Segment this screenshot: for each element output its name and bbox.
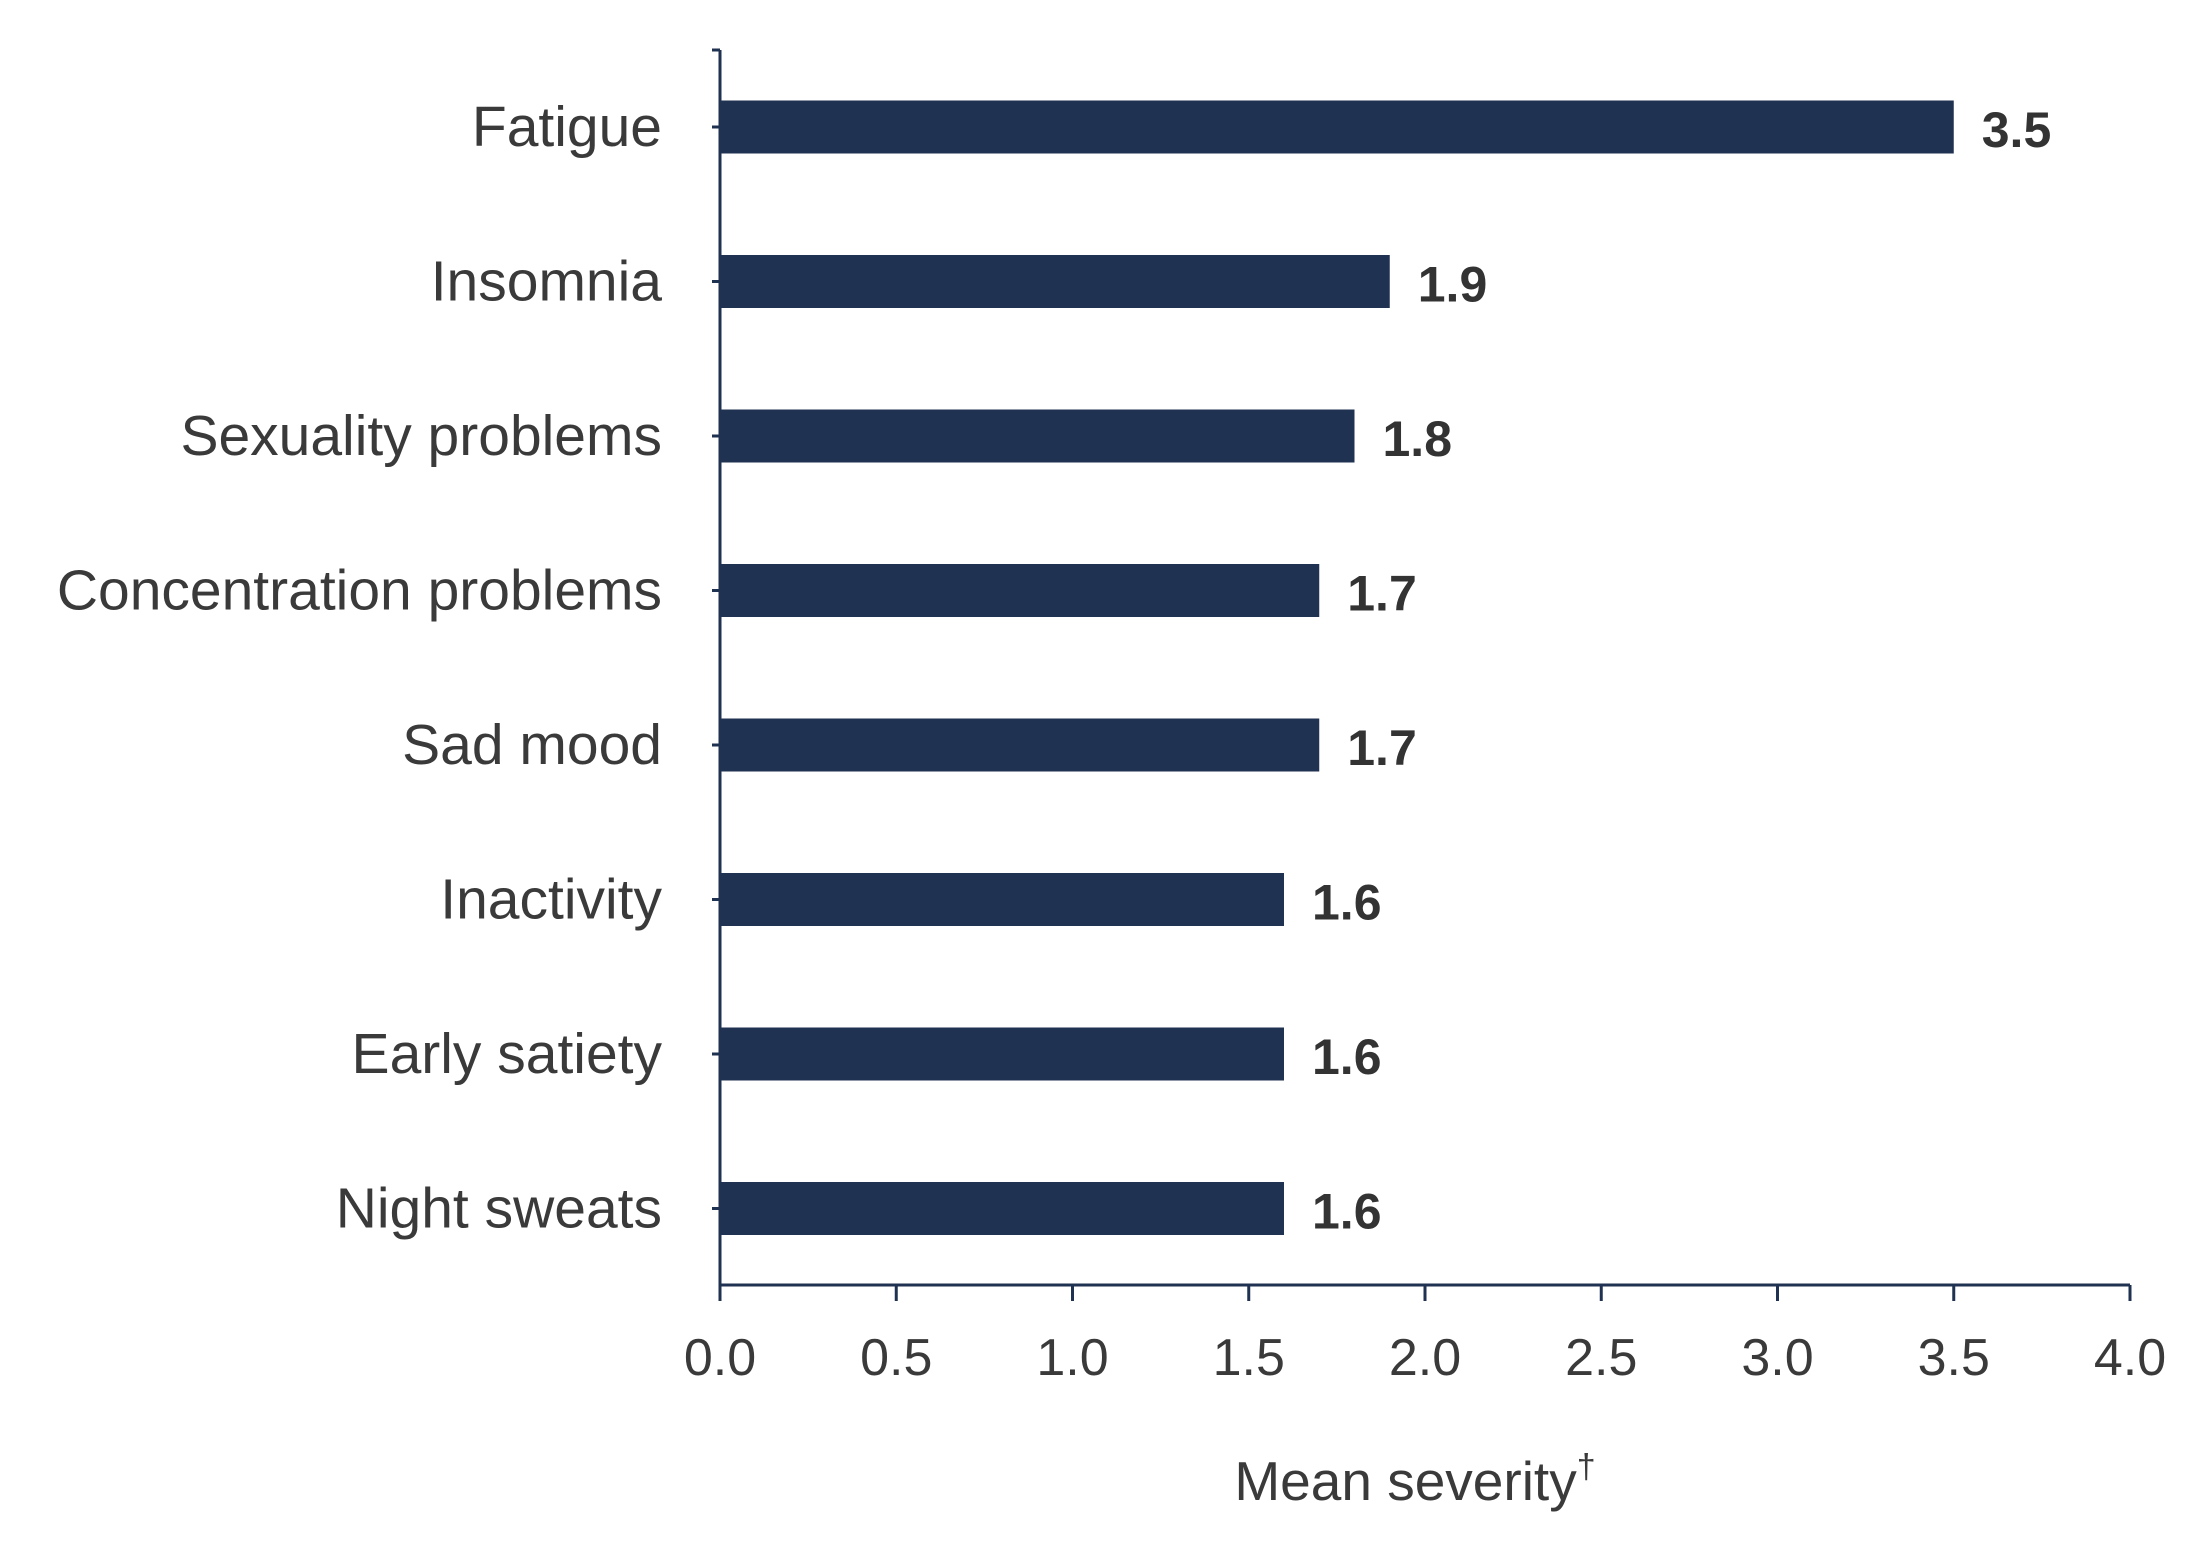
x-tick-label: 3.0 — [1741, 1329, 1813, 1387]
category-label: Fatigue — [472, 95, 662, 159]
x-tick-label: 3.5 — [1918, 1329, 1990, 1387]
axes-group — [712, 48, 2132, 1301]
x-tick-label: 1.5 — [1213, 1329, 1285, 1387]
category-label: Sexuality problems — [180, 404, 662, 468]
value-label: 1.6 — [1312, 1029, 1382, 1085]
x-axis-title-text: Mean severity — [1234, 1450, 1577, 1512]
x-axis-title: Mean severity† — [1234, 1448, 1595, 1512]
bar — [720, 564, 1320, 617]
value-label: 1.7 — [1347, 566, 1417, 622]
category-label: Night sweats — [336, 1177, 662, 1241]
bar — [720, 1027, 1284, 1081]
x-tick-label: 0.0 — [684, 1329, 756, 1387]
bar — [720, 1182, 1284, 1235]
value-label: 1.8 — [1383, 411, 1453, 467]
category-label: Early satiety — [352, 1022, 663, 1086]
value-label: 1.6 — [1312, 875, 1382, 931]
bars-group — [720, 100, 1954, 1235]
value-label: 3.5 — [1982, 102, 2052, 158]
x-tick-label: 0.5 — [860, 1329, 932, 1387]
value-label: 1.7 — [1347, 720, 1417, 776]
x-tick-label: 2.5 — [1565, 1329, 1637, 1387]
bar — [720, 873, 1284, 926]
value-label: 1.9 — [1418, 257, 1488, 313]
x-axis-title-superscript: † — [1577, 1448, 1596, 1486]
category-label: Concentration problems — [57, 559, 662, 623]
bar — [720, 409, 1355, 463]
category-label: Sad mood — [402, 713, 662, 777]
x-tick-label: 4.0 — [2094, 1329, 2166, 1387]
labels-group: 0.0 0.5 1.0 1.5 2.0 2.5 3.0 3.5 4.0 Fatigue 3.5 Ins… — [57, 95, 2166, 1387]
bar — [720, 255, 1390, 308]
bar — [720, 718, 1320, 772]
value-label: 1.6 — [1312, 1184, 1382, 1240]
bar — [720, 100, 1954, 154]
category-label: Inactivity — [440, 868, 662, 932]
category-label: Insomnia — [431, 250, 663, 314]
x-tick-label: 1.0 — [1036, 1329, 1108, 1387]
x-tick-label: 2.0 — [1389, 1329, 1461, 1387]
